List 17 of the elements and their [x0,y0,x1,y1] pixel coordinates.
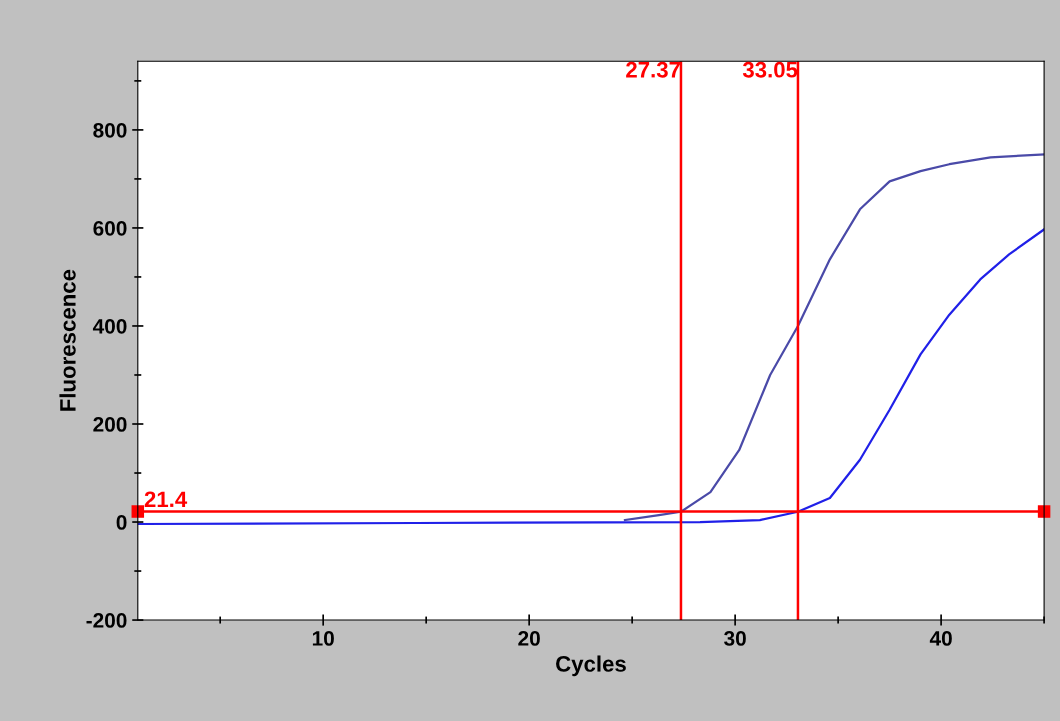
y-axis-title: Fluorescence [59,269,76,411]
x-tick-label: 10 [312,631,334,646]
y-tick-label: 400 [92,318,127,334]
ref-line-label: 27.37 [626,61,680,78]
line-series [623,153,1045,522]
x-tick-label: 20 [518,631,540,646]
x-tick-label: 30 [724,631,746,646]
x-axis-title: Cycles [556,655,626,677]
y-tick-label: 200 [93,417,127,432]
x-tick-label: 40 [929,631,952,646]
y-tick-label: 0 [116,515,127,530]
y-tick-label: 800 [93,122,127,138]
ref-line-label: 21.4 [144,491,188,507]
ref-line-label: 33.05 [742,61,798,78]
line-series [137,228,1045,526]
y-tick-label: 600 [93,220,127,236]
y-tick-label: -200 [86,613,127,628]
